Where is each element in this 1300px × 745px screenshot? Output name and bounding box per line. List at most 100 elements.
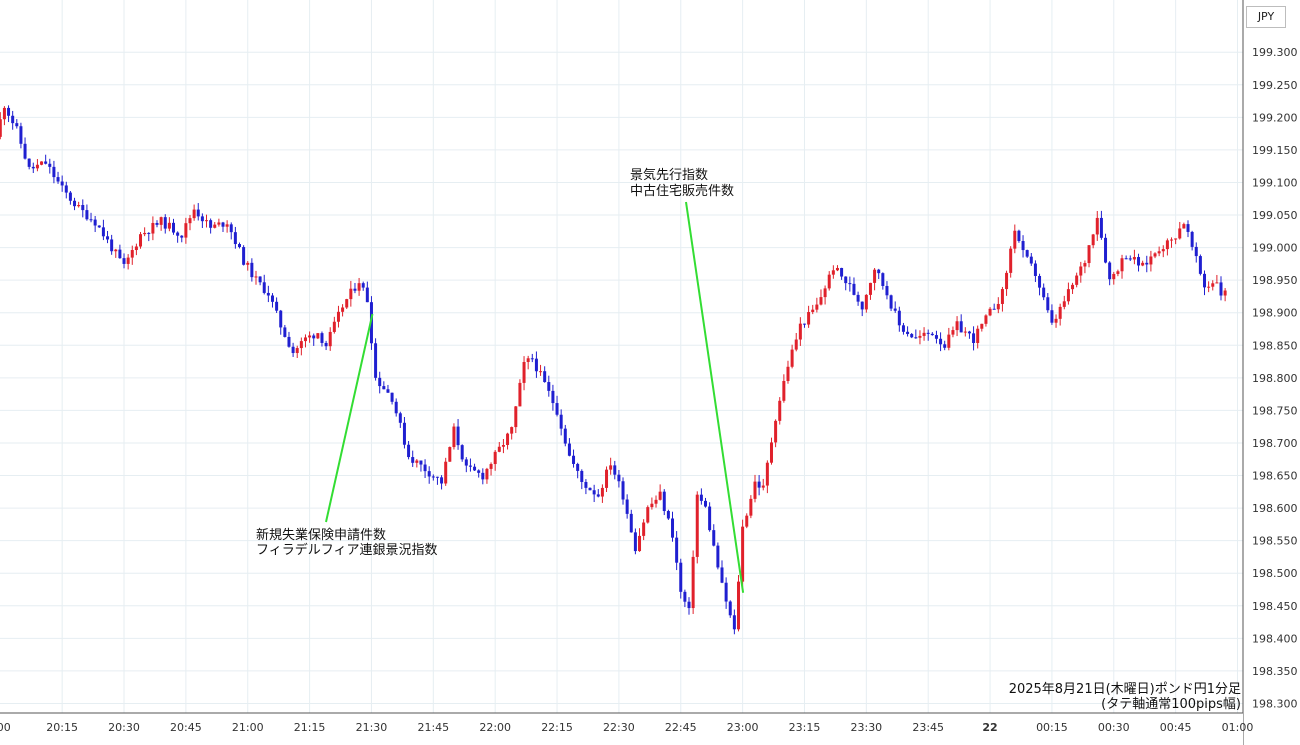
candle-body [559, 414, 563, 429]
candle-body [328, 331, 332, 347]
candle-body [1029, 256, 1033, 264]
x-tick-label: 00:15 [1036, 721, 1068, 734]
x-tick-label: 01:00 [1222, 721, 1254, 734]
candle-body [522, 361, 526, 383]
candle-body [658, 491, 662, 500]
x-tick-label: 20:45 [170, 721, 202, 734]
x-tick-label: 23:00 [727, 721, 759, 734]
candle-body [605, 469, 609, 488]
candle-body [1050, 310, 1054, 323]
candle-body [1058, 306, 1062, 319]
candle-body [415, 460, 419, 463]
candle-body [394, 401, 398, 414]
candle-body [1108, 262, 1112, 280]
candle-body [877, 269, 881, 274]
candle-body [539, 371, 543, 373]
candle-body [68, 192, 72, 201]
candle-body [23, 143, 27, 159]
candle-body [786, 366, 790, 381]
candle-body [250, 262, 254, 278]
candle-body [1186, 224, 1190, 232]
candle-body [419, 460, 423, 465]
candle-body [40, 161, 44, 165]
candle-body [555, 403, 559, 415]
candle-body [1104, 237, 1108, 263]
candle-body [831, 270, 835, 275]
candle-body [27, 158, 31, 167]
x-tick-label: 22:45 [665, 721, 697, 734]
time-axis-background [0, 713, 1243, 745]
candle-body [988, 308, 992, 316]
candle-body [229, 224, 233, 233]
candle-body [1157, 251, 1161, 254]
candle-body [972, 333, 976, 344]
x-tick-label: 23:15 [789, 721, 821, 734]
candle-body [782, 380, 786, 401]
candle-body [695, 494, 699, 557]
candle-body [481, 472, 485, 480]
candle-body [468, 465, 472, 467]
candle-body [576, 463, 580, 471]
annotation-label: 新規失業保険申請件数 [256, 527, 386, 543]
candle-body [1038, 275, 1042, 288]
candle-body [15, 123, 19, 127]
y-tick-label: 199.050 [1252, 209, 1298, 222]
candle-body [303, 337, 307, 342]
annotation-line [325, 313, 374, 523]
candle-body [1099, 217, 1103, 238]
x-tick-label: 22 [982, 721, 997, 734]
candle-body [374, 343, 378, 378]
candle-body [745, 515, 749, 527]
candle-body [728, 601, 732, 616]
candle-body [1042, 287, 1046, 298]
candle-body [1005, 272, 1009, 290]
candle-body [431, 476, 435, 478]
candle-body [448, 447, 452, 462]
y-tick-label: 198.650 [1252, 470, 1298, 483]
candle-body [984, 315, 988, 324]
candle-body [1054, 318, 1058, 323]
currency-button[interactable]: JPY [1246, 6, 1286, 28]
candle-body [73, 200, 77, 207]
candle-body [233, 232, 237, 245]
candle-body [345, 299, 349, 308]
candle-body [378, 377, 382, 387]
candle-body [720, 567, 724, 583]
candle-body [1087, 245, 1091, 264]
candle-body [134, 246, 138, 251]
candle-body [1124, 258, 1128, 260]
candle-body [336, 311, 340, 322]
candle-body [551, 390, 555, 404]
candle-body [180, 235, 184, 238]
candle-body [679, 562, 683, 592]
candle-body [848, 283, 852, 285]
candle-body [89, 219, 93, 221]
candle-body [423, 464, 427, 472]
candle-body [992, 308, 996, 310]
candle-body [947, 334, 951, 348]
candle-body [827, 274, 831, 289]
candle-body [567, 443, 571, 456]
candle-body [1021, 241, 1025, 251]
candle-body [130, 250, 134, 258]
candle-body [1198, 256, 1202, 274]
candle-body [712, 530, 716, 546]
candle-body [176, 232, 180, 236]
candle-body [122, 258, 126, 264]
candle-body [951, 330, 955, 335]
candle-body [778, 400, 782, 421]
candle-body [1194, 246, 1198, 257]
candle-body [1062, 301, 1066, 307]
candle-body [139, 234, 143, 247]
candle-body [609, 465, 613, 470]
candle-body [741, 526, 745, 582]
x-tick-label: 21:00 [232, 721, 264, 734]
candle-body [151, 222, 155, 234]
candle-body [497, 446, 501, 452]
candle-body [1190, 231, 1194, 247]
price-axis: 199.300 199.250 199.200 199.150 199.100 199.0… [1252, 46, 1298, 710]
y-tick-label: 198.750 [1252, 404, 1298, 417]
candle-body [1207, 286, 1211, 288]
x-tick-label: 21:45 [417, 721, 449, 734]
candle-body [0, 119, 2, 137]
